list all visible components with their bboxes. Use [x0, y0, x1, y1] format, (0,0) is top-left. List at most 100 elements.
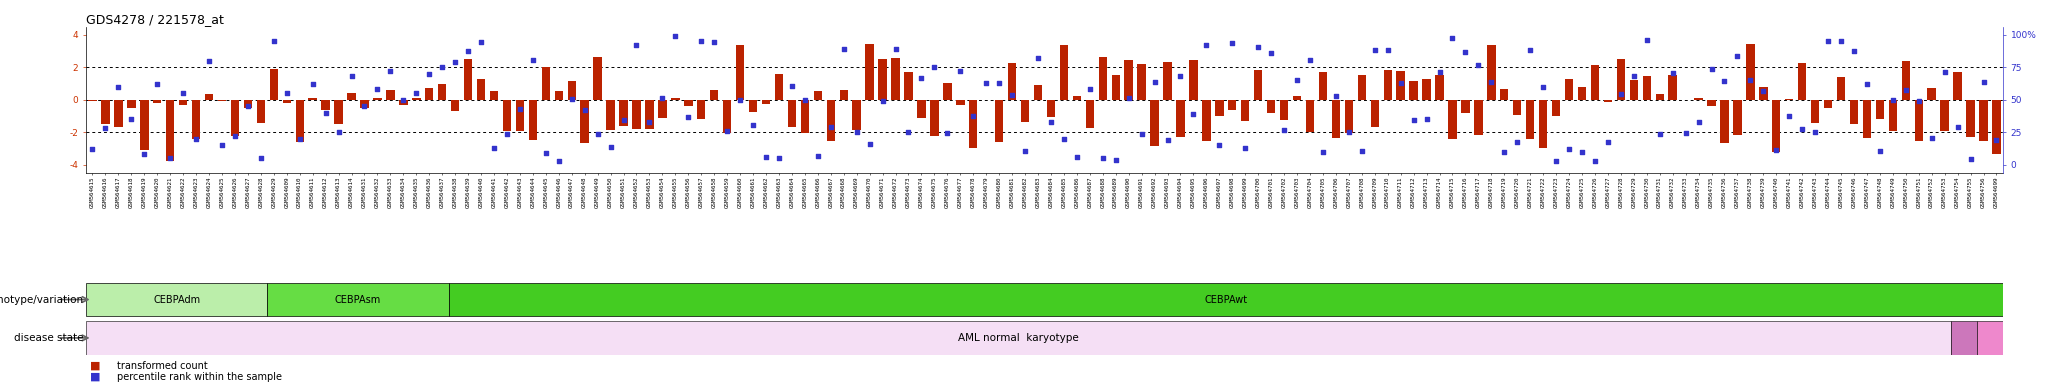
- Point: [995, 92, 1028, 98]
- Point: [1786, 126, 1819, 132]
- Point: [1669, 129, 1702, 136]
- Point: [1229, 145, 1262, 151]
- Point: [1241, 44, 1274, 50]
- Bar: [1759, 88, 1767, 100]
- Bar: [86, 283, 268, 316]
- Bar: [1423, 79, 1432, 100]
- Bar: [995, 100, 1004, 142]
- Bar: [1487, 45, 1495, 100]
- Point: [854, 141, 887, 147]
- Bar: [1280, 100, 1288, 120]
- Bar: [1202, 100, 1210, 141]
- Bar: [1966, 100, 1974, 137]
- Point: [336, 73, 369, 79]
- Bar: [1927, 88, 1935, 100]
- Point: [414, 71, 446, 77]
- Bar: [1837, 77, 1845, 100]
- Point: [115, 116, 147, 122]
- Bar: [672, 98, 680, 100]
- Bar: [1849, 100, 1858, 124]
- Bar: [373, 98, 381, 100]
- Point: [1436, 35, 1468, 41]
- Bar: [1591, 65, 1599, 100]
- Point: [1591, 139, 1624, 145]
- Point: [1139, 79, 1171, 85]
- Point: [1489, 149, 1522, 155]
- Point: [1837, 48, 1870, 54]
- Bar: [1397, 71, 1405, 100]
- Point: [606, 117, 639, 123]
- Point: [1372, 47, 1405, 53]
- Point: [762, 154, 795, 161]
- Bar: [1384, 70, 1393, 100]
- Point: [788, 96, 821, 103]
- Point: [1384, 80, 1417, 86]
- Point: [205, 142, 238, 148]
- Bar: [334, 100, 342, 124]
- Bar: [1786, 99, 1794, 100]
- Bar: [930, 100, 938, 136]
- Bar: [387, 90, 395, 100]
- Bar: [1630, 81, 1638, 100]
- Point: [1124, 131, 1157, 137]
- Point: [1798, 129, 1831, 135]
- Bar: [1526, 100, 1534, 139]
- Bar: [918, 100, 926, 118]
- Bar: [1864, 100, 1872, 138]
- Bar: [618, 100, 629, 126]
- Bar: [1772, 100, 1780, 152]
- Point: [1747, 88, 1780, 94]
- Point: [1630, 37, 1663, 43]
- Bar: [100, 100, 111, 124]
- Bar: [309, 98, 317, 100]
- Point: [1280, 77, 1313, 83]
- Point: [1579, 158, 1612, 164]
- Point: [1255, 50, 1288, 56]
- Bar: [256, 100, 264, 122]
- Point: [426, 65, 459, 71]
- Text: ■: ■: [90, 361, 100, 371]
- Point: [1929, 69, 1962, 75]
- Point: [1720, 53, 1753, 60]
- Point: [1346, 147, 1378, 154]
- Point: [866, 98, 899, 104]
- Bar: [231, 100, 240, 136]
- Bar: [1358, 75, 1366, 100]
- Bar: [1876, 100, 1884, 119]
- Point: [1604, 91, 1636, 97]
- Point: [1217, 40, 1249, 46]
- Bar: [774, 74, 782, 100]
- Point: [1307, 149, 1339, 155]
- Point: [1047, 136, 1079, 142]
- Point: [1540, 158, 1573, 164]
- Bar: [723, 100, 731, 132]
- Point: [1034, 119, 1067, 125]
- Bar: [567, 81, 575, 100]
- Point: [645, 94, 678, 101]
- Bar: [1214, 100, 1223, 116]
- Bar: [1604, 100, 1612, 103]
- Bar: [1229, 100, 1237, 110]
- Bar: [1565, 79, 1573, 100]
- Point: [567, 107, 600, 113]
- Bar: [801, 100, 809, 133]
- Bar: [762, 100, 770, 104]
- Bar: [645, 100, 653, 129]
- Bar: [127, 100, 135, 108]
- Point: [127, 151, 160, 157]
- Bar: [412, 98, 420, 100]
- Point: [270, 90, 303, 96]
- Point: [166, 90, 199, 96]
- Bar: [1098, 57, 1108, 100]
- Bar: [205, 94, 213, 100]
- Bar: [1538, 100, 1548, 148]
- Bar: [360, 100, 369, 108]
- Point: [1010, 148, 1042, 154]
- Bar: [594, 57, 602, 100]
- Bar: [1939, 100, 1950, 131]
- Point: [543, 158, 575, 164]
- Point: [1681, 119, 1714, 125]
- Bar: [1008, 63, 1016, 100]
- Text: genotype/variation: genotype/variation: [0, 295, 84, 305]
- Point: [1642, 131, 1675, 137]
